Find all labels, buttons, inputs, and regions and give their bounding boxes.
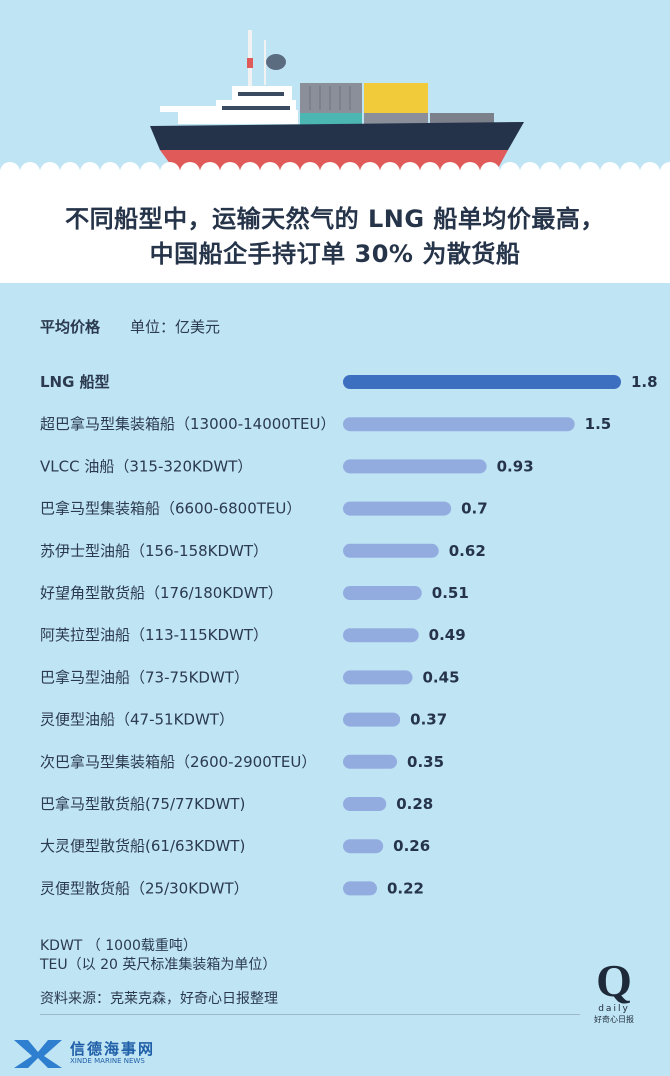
bar — [343, 501, 452, 516]
container-ship-icon — [150, 30, 524, 172]
value-label: 0.7 — [461, 500, 488, 518]
category-label: 灵便型油船（47-51KDWT） — [40, 711, 234, 729]
bar — [343, 712, 401, 727]
category-label: 阿芙拉型油船（113-115KDWT） — [40, 626, 268, 644]
bar — [343, 670, 413, 685]
category-label: 超巴拿马型集装箱船（13000-14000TEU） — [40, 415, 335, 433]
qdaily-logo: Q daily 好奇心日报 — [594, 958, 634, 1028]
category-label: 苏伊士型油船（156-158KDWT） — [40, 542, 268, 560]
value-label: 0.51 — [432, 584, 469, 602]
divider — [40, 1014, 580, 1015]
chart-area — [0, 283, 670, 1076]
value-label: 0.22 — [387, 879, 424, 897]
bar — [343, 754, 398, 769]
qdaily-logo-daily: daily — [598, 1004, 630, 1014]
wave-divider — [0, 162, 670, 172]
category-label: VLCC 油船（315-320KDWT） — [40, 457, 252, 475]
bar — [343, 543, 439, 558]
category-label: 大灵便型散货船(61/63KDWT) — [40, 837, 245, 855]
bar — [343, 881, 377, 896]
category-label: 巴拿马型集装箱船（6600-6800TEU） — [40, 500, 301, 518]
teu-note: TEU（以 20 英尺标准集装箱为单位） — [40, 957, 277, 973]
value-label: 0.28 — [396, 795, 433, 813]
qdaily-logo-cn: 好奇心日报 — [594, 1015, 634, 1024]
value-label: 0.26 — [393, 837, 430, 855]
category-label: 巴拿马型油船（73-75KDWT） — [40, 668, 249, 686]
value-label: 1.8 — [631, 373, 658, 391]
chart-title-line-2: 中国船企手持订单 30% 为散货船 — [149, 240, 521, 268]
xinde-logo-en: XINDE MARINE NEWS — [70, 1057, 145, 1065]
chart-title-line-1: 不同船型中，运输天然气的 LNG 船单均价最高， — [65, 205, 605, 233]
bar — [343, 459, 487, 474]
value-label: 0.35 — [407, 753, 444, 771]
bar — [343, 839, 384, 854]
value-label: 0.49 — [429, 626, 466, 644]
bar — [343, 375, 621, 389]
category-label: 灵便型散货船（25/30KDWT） — [40, 879, 249, 897]
source-note: 资料来源：克莱克森，好奇心日报整理 — [40, 991, 278, 1007]
bar — [343, 797, 387, 811]
value-label: 1.5 — [585, 415, 612, 433]
category-label: LNG 船型 — [40, 373, 110, 391]
value-label: 0.62 — [449, 542, 486, 560]
measure-label: 平均价格 — [40, 318, 101, 336]
xinde-logo-icon — [14, 1040, 62, 1068]
bar — [343, 628, 419, 643]
bar — [343, 586, 422, 600]
value-label: 0.93 — [497, 457, 534, 475]
kdwt-note: KDWT （ 1000载重吨） — [40, 938, 197, 954]
header-illustration — [0, 0, 670, 175]
title-band — [0, 162, 670, 283]
xinde-logo-cn: 信德海事网 — [70, 1040, 156, 1058]
bar-chart: LNG 船型 1.8 超巴拿马型集装箱船（13000-14000TEU） 1.5 VLC… — [40, 373, 658, 897]
category-label: 巴拿马型散货船(75/77KDWT) — [40, 795, 245, 813]
category-label: 次巴拿马型集装箱船（2600-2900TEU） — [40, 753, 316, 771]
qdaily-logo-q: Q — [596, 955, 632, 1006]
unit-label: 单位：亿美元 — [130, 318, 221, 336]
category-label: 好望角型散货船（176/180KDWT） — [40, 584, 283, 602]
value-label: 0.45 — [423, 668, 460, 686]
value-label: 0.37 — [410, 711, 447, 729]
bar — [343, 417, 575, 432]
